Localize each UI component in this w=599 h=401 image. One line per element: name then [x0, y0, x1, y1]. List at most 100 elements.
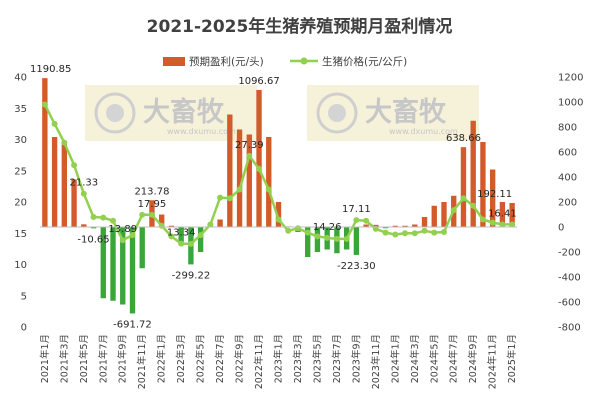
price-point [246, 152, 253, 159]
price-point [509, 221, 516, 228]
x-axis-tick: 2022年9月 [234, 334, 246, 383]
profit-bar [489, 169, 496, 227]
data-label: 17.95 [138, 199, 167, 210]
price-point [51, 120, 58, 127]
price-point [402, 230, 409, 237]
svg-text:大畜牧: 大畜牧 [143, 96, 225, 128]
x-axis-tick: 2022年1月 [156, 334, 168, 383]
line-series [41, 101, 516, 247]
right-axis-tick: -400 [558, 273, 581, 284]
svg-text:大畜牧: 大畜牧 [365, 96, 447, 128]
x-axis-tick: 2024年3月 [409, 334, 421, 383]
price-point [489, 219, 496, 226]
left-axis-tick: 0 [21, 323, 27, 334]
right-axis-tick: 600 [558, 148, 577, 159]
right-axis-tick: 400 [558, 173, 577, 184]
profit-bar [314, 227, 321, 252]
x-axis-tick: 2023年7月 [331, 334, 343, 383]
profit-bar [441, 202, 447, 227]
price-point [71, 162, 78, 169]
left-axis-tick: 15 [14, 229, 27, 240]
price-point [197, 232, 204, 239]
profit-bar [217, 219, 223, 227]
x-axis-tick: 2024年11月 [487, 334, 499, 389]
x-axis-tick: 2021年1月 [39, 334, 51, 383]
right-axis-tick: 1000 [558, 98, 583, 109]
profit-bar [421, 217, 428, 227]
profit-bar [275, 202, 282, 227]
chart-title: 2021-2025年生猪养殖预期月盈利情况 [147, 16, 453, 37]
price-point [187, 240, 194, 247]
profit-bar [42, 78, 48, 227]
data-label: -10.65 [77, 234, 109, 245]
price-point [382, 229, 389, 236]
profit-bar [236, 129, 243, 227]
x-axis-tick: 2023年1月 [273, 334, 285, 383]
profit-bar [178, 227, 184, 242]
data-label: 192.11 [477, 189, 512, 200]
profit-bar [499, 202, 506, 227]
left-axis-tick: 40 [14, 73, 27, 84]
right-axis: -800 -600 -400 -200 0 200 400 600 800 1000 1200 [558, 73, 583, 334]
data-label: 21.33 [69, 178, 98, 189]
profit-bar [470, 120, 476, 227]
right-axis-tick: 1200 [558, 73, 583, 84]
right-axis-tick: -600 [558, 298, 581, 309]
price-point [207, 221, 214, 228]
price-point [421, 227, 428, 234]
x-axis-tick: 2021年11月 [136, 334, 148, 389]
price-point [148, 211, 155, 218]
price-point [411, 230, 418, 237]
x-axis-tick: 2022年7月 [214, 334, 226, 383]
data-label: 1096.67 [238, 76, 279, 87]
profit-bar [353, 227, 360, 255]
profit-bar [412, 224, 418, 227]
price-point [217, 194, 224, 201]
profit-bar [159, 214, 165, 227]
x-axis-tick: 2023年11月 [370, 334, 382, 389]
bar-series [42, 78, 515, 314]
profit-bar [460, 147, 467, 227]
legend-bar-swatch [163, 57, 185, 66]
profit-bar [509, 202, 515, 227]
price-point [324, 234, 331, 241]
x-axis-tick: 2023年9月 [350, 334, 362, 383]
price-point [285, 227, 292, 234]
right-axis-tick: -200 [558, 248, 581, 259]
price-point [314, 233, 321, 240]
price-point [304, 229, 311, 236]
x-axis-tick: 2022年11月 [253, 334, 265, 389]
price-point [226, 195, 233, 202]
left-axis: 0 5 10 15 20 25 30 35 40 [14, 73, 27, 334]
price-point [265, 186, 272, 193]
data-label: 27.39 [235, 140, 264, 151]
legend-line-label: 生猪价格(元/公斤) [322, 55, 407, 68]
left-axis-tick: 5 [21, 291, 27, 302]
profit-bar [480, 142, 486, 227]
price-point [168, 233, 175, 240]
profit-bar [139, 227, 145, 269]
price-point [110, 217, 117, 224]
price-point [294, 225, 301, 232]
legend: 预期盈利(元/头) 生猪价格(元/公斤) [163, 55, 407, 68]
profit-bar [431, 205, 437, 227]
price-point [343, 235, 350, 242]
price-point [353, 217, 360, 224]
price-point [431, 229, 438, 236]
price-point [479, 216, 486, 223]
data-label: 14.26 [313, 222, 342, 233]
price-point [450, 207, 457, 214]
price-point [90, 214, 97, 220]
price-point [499, 221, 506, 228]
price-point [236, 186, 243, 193]
data-label: -691.72 [113, 319, 152, 330]
right-axis-tick: 800 [558, 123, 577, 134]
legend-line-marker [300, 57, 308, 65]
price-point [460, 195, 467, 202]
svg-text:www.dxumu.com: www.dxumu.com [167, 127, 236, 136]
price-point [61, 139, 68, 146]
data-label: 13.34 [167, 228, 196, 239]
price-point [470, 202, 477, 209]
